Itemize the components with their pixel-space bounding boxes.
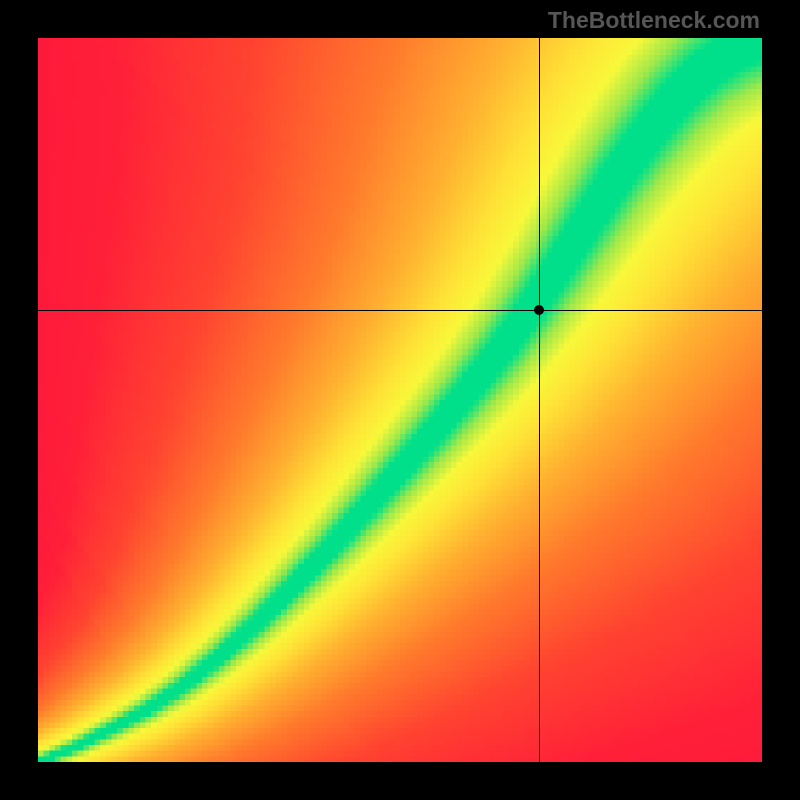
crosshair-horizontal <box>38 310 762 311</box>
crosshair-vertical <box>539 38 540 762</box>
bottleneck-heatmap <box>38 38 762 762</box>
selection-marker <box>534 305 544 315</box>
watermark-text: TheBottleneck.com <box>548 7 760 34</box>
chart-container: TheBottleneck.com <box>0 0 800 800</box>
